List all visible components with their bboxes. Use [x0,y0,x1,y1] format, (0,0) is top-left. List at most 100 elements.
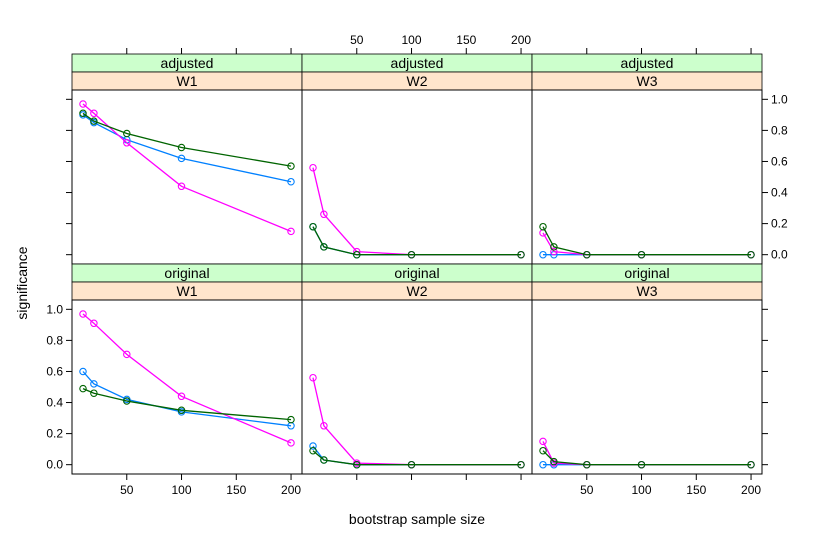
y-tick-label: 0.8 [771,123,788,137]
data-point [287,415,295,424]
panel-adjusted-w2: adjusted W2 [301,53,533,265]
strip-condition-label: original [394,265,439,281]
y-tick-label: 0.0 [46,458,63,472]
data-point [517,460,525,469]
panel-frame [71,299,303,475]
series-line-3 [312,226,521,256]
data-point [539,222,547,231]
data-point [637,250,646,259]
data-point [123,350,131,359]
data-point [550,247,558,256]
data-point [320,456,328,464]
data-point [320,210,328,219]
data-point [747,250,755,259]
data-point [309,222,317,231]
data-point [309,163,317,172]
series-line-3 [312,450,521,466]
data-point [177,406,186,415]
x-tick-label: 100 [632,483,652,497]
data-point [177,154,186,163]
panel-adjusted-w3: adjusted W3 [531,53,763,265]
x-tick-label: 50 [580,483,594,497]
x-tick-label: 100 [172,483,192,497]
series-line-1 [82,371,292,427]
strip-group-label: W1 [177,283,198,299]
y-tick-label: 0.2 [46,427,63,441]
data-point [79,310,87,318]
data-point [90,389,98,397]
data-point [583,460,591,469]
data-point [123,397,131,405]
series-line-3 [82,112,292,167]
strip-group-label: W3 [637,73,658,89]
strip-group-label: W1 [177,73,198,89]
strip-condition-label: original [624,265,669,281]
data-point [353,250,361,259]
data-point [79,384,87,393]
panel-frame [531,89,763,265]
data-point [407,250,416,259]
panel-original-w3: original W3 [531,263,763,475]
data-point [353,460,361,469]
data-point [79,100,87,108]
data-point [320,243,328,251]
y-tick-label: 0.0 [771,248,788,262]
strip-group-label: W2 [407,283,428,299]
data-point [539,446,547,455]
data-point [539,460,547,469]
panel-frame [301,299,533,475]
y-tick-label: 0.2 [771,217,788,231]
data-point [123,129,131,138]
data-point [90,117,98,125]
data-point [637,460,646,469]
data-point [539,437,547,446]
y-tick-label: 0.4 [46,396,63,410]
x-tick-label: 150 [226,483,246,497]
x-tick-label: 200 [281,483,301,497]
panel-original-w2: original W2 [301,263,533,475]
data-point [79,109,87,118]
y-tick-label: 0.6 [46,364,63,378]
data-point [583,250,591,259]
strip-condition-label: adjusted [391,55,444,71]
x-axis-title: bootstrap sample size [349,511,485,527]
x-tick-label: 50 [350,33,364,47]
y-tick-label: 0.8 [46,333,63,347]
panel-adjusted-w1: adjusted W1 [71,53,303,265]
data-point [309,442,317,450]
series-line-3 [82,388,292,421]
y-tick-label: 1.0 [771,92,788,106]
data-point [539,250,547,259]
data-point [287,439,295,447]
data-point [550,457,558,466]
data-point [177,182,186,191]
data-point [550,243,558,251]
data-point [177,392,186,401]
y-axis-title: significance [14,246,30,319]
panel-frame [301,89,533,265]
series-line-2 [82,103,292,233]
data-point [517,250,525,259]
strip-condition-label: adjusted [161,55,214,71]
strip-group-label: W2 [407,73,428,89]
y-tick-label: 0.4 [771,186,788,200]
series-line-3 [542,450,751,466]
y-tick-label: 0.6 [771,154,788,168]
strip-group-label: W3 [637,283,658,299]
y-tick-label: 1.0 [46,302,63,316]
panel-frame [531,299,763,475]
data-point [287,177,295,186]
data-point [90,319,98,328]
data-point [90,109,98,118]
data-point [747,460,755,469]
x-tick-label: 50 [120,483,134,497]
series-line-2 [82,313,292,444]
x-tick-label: 200 [511,33,531,47]
data-point [320,422,328,430]
data-point [407,460,416,469]
strip-condition-label: original [164,265,209,281]
panel-original-w1: original W1 [71,263,303,475]
data-point [123,139,131,147]
data-point [287,227,295,236]
